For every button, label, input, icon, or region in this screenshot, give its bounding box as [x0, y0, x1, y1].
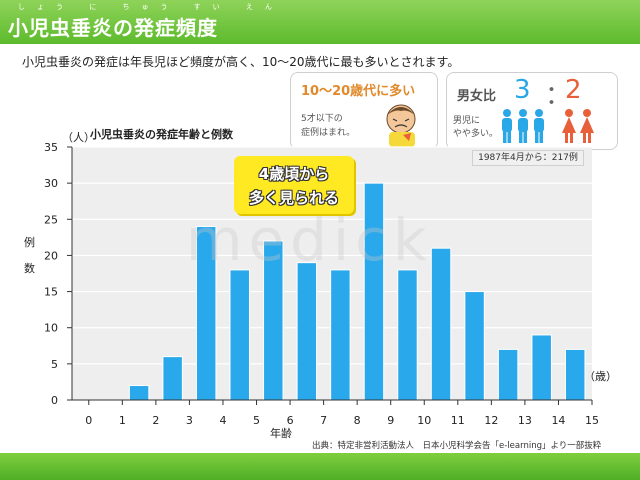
- age-info-note-line2: 症例はまれ。: [301, 128, 356, 138]
- bars: [128, 182, 586, 401]
- x-tick-label: 3: [186, 414, 193, 427]
- age-info-box: 10～20歳代に多い 5才以下の 症例はまれ。: [290, 72, 438, 150]
- intro-text: 小児虫垂炎の発症は年長児ほど頻度が高く、10～20歳代に最も多いとされます。: [22, 55, 460, 69]
- y-axis-unit: （人）: [62, 131, 95, 144]
- y-tick-label: 30: [44, 177, 58, 190]
- chart-title: 小児虫垂炎の発症年齢と例数: [89, 127, 234, 141]
- x-tick-label: 9: [387, 414, 394, 427]
- sick-child-icon: [386, 104, 416, 147]
- gender-ratio-note-line2: やや多い。: [453, 129, 499, 139]
- gender-ratio-box: 男女比 3 ： 2 男児に やや多い。: [446, 72, 618, 150]
- x-tick-label: 1: [119, 414, 126, 427]
- x-tick-label: 8: [354, 414, 361, 427]
- bar-age-4: [229, 269, 250, 401]
- footer-bar: [0, 453, 640, 480]
- x-tick-label: 14: [551, 414, 565, 427]
- bar-age-10: [430, 247, 452, 401]
- source-note: 出典：特定非営利活動法人 日本小児科学会告「e-learning」より一部抜粋: [312, 441, 602, 451]
- x-tick-label: 12: [484, 414, 498, 427]
- bar-age-11: [464, 291, 485, 401]
- x-tick-label: 0: [85, 414, 92, 427]
- title-ruby: しょう に ちゅう すい えん: [18, 3, 284, 11]
- x-tick-label: 6: [287, 414, 294, 427]
- bar-age-7: [330, 269, 351, 401]
- page-title: 小児虫垂炎の発症頻度: [8, 16, 218, 40]
- age-info-title: 10～20歳代に多い: [301, 84, 416, 99]
- bar-age-2: [162, 356, 183, 401]
- y-tick-label: 0: [51, 394, 58, 407]
- callout-line1: 4歳頃から: [258, 165, 330, 183]
- x-tick-label: 15: [585, 414, 599, 427]
- bar-age-8: [363, 182, 385, 401]
- x-axis-label: 年齢: [270, 426, 292, 440]
- x-tick-label: 10: [417, 414, 431, 427]
- gender-ratio-male: 3: [514, 75, 531, 105]
- y-tick-label: 15: [44, 286, 58, 299]
- gender-ratio-note-line1: 男児に: [453, 116, 481, 126]
- y-tick-label: 5: [51, 358, 58, 371]
- female-person-icons: [562, 109, 594, 143]
- y-axis-label-bottom: 数: [24, 262, 35, 275]
- people-icons: [502, 109, 594, 143]
- x-tick-label: 2: [152, 414, 159, 427]
- y-tick-label: 35: [44, 141, 58, 154]
- callout-line2: 多く見られる: [248, 189, 339, 207]
- x-tick-label: 13: [518, 414, 532, 427]
- bar-age-3: [195, 226, 217, 401]
- callout-box: 4歳頃から 多く見られる: [234, 156, 354, 214]
- bar-age-13: [531, 334, 552, 401]
- bar-age-6: [296, 262, 318, 401]
- y-tick-label: 20: [44, 249, 58, 262]
- male-person-icons: [502, 109, 544, 143]
- bar-age-12: [497, 348, 519, 401]
- case-count-note: 1987年4月から：217例: [472, 150, 584, 166]
- x-tick-label: 5: [253, 414, 260, 427]
- age-info-note-line1: 5才以下の: [301, 114, 343, 124]
- bar-age-5: [263, 240, 284, 401]
- bar-age-14: [564, 348, 586, 401]
- x-tick-label: 4: [219, 414, 226, 427]
- x-tick-label: 11: [451, 414, 465, 427]
- header-bar: しょう に ちゅう すい えん 小児虫垂炎の発症頻度: [0, 0, 640, 44]
- y-tick-label: 25: [44, 213, 58, 226]
- y-tick-label: 10: [44, 322, 58, 335]
- gender-ratio-title: 男女比: [457, 89, 497, 104]
- gender-ratio-female: 2: [565, 75, 582, 105]
- bar-age-9: [397, 269, 418, 401]
- y-axis-label-top: 例: [24, 235, 35, 249]
- gender-ratio-colon: ：: [545, 81, 572, 111]
- bar-age-1: [128, 385, 150, 401]
- x-tick-label: 7: [320, 414, 327, 427]
- x-axis-unit: （歳）: [584, 370, 617, 383]
